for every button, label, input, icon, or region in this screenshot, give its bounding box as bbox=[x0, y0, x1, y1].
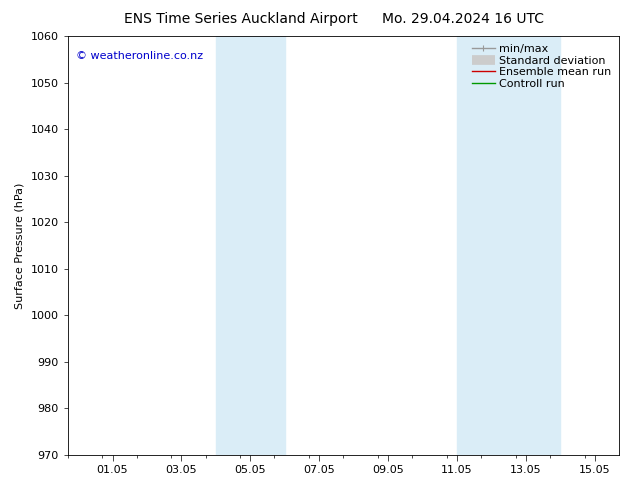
Text: © weatheronline.co.nz: © weatheronline.co.nz bbox=[76, 51, 203, 61]
Text: Mo. 29.04.2024 16 UTC: Mo. 29.04.2024 16 UTC bbox=[382, 12, 544, 26]
Text: ENS Time Series Auckland Airport: ENS Time Series Auckland Airport bbox=[124, 12, 358, 26]
Bar bbox=[457, 36, 560, 455]
Legend: min/max, Standard deviation, Ensemble mean run, Controll run: min/max, Standard deviation, Ensemble me… bbox=[470, 42, 614, 91]
Bar bbox=[216, 36, 285, 455]
Y-axis label: Surface Pressure (hPa): Surface Pressure (hPa) bbox=[15, 182, 25, 309]
